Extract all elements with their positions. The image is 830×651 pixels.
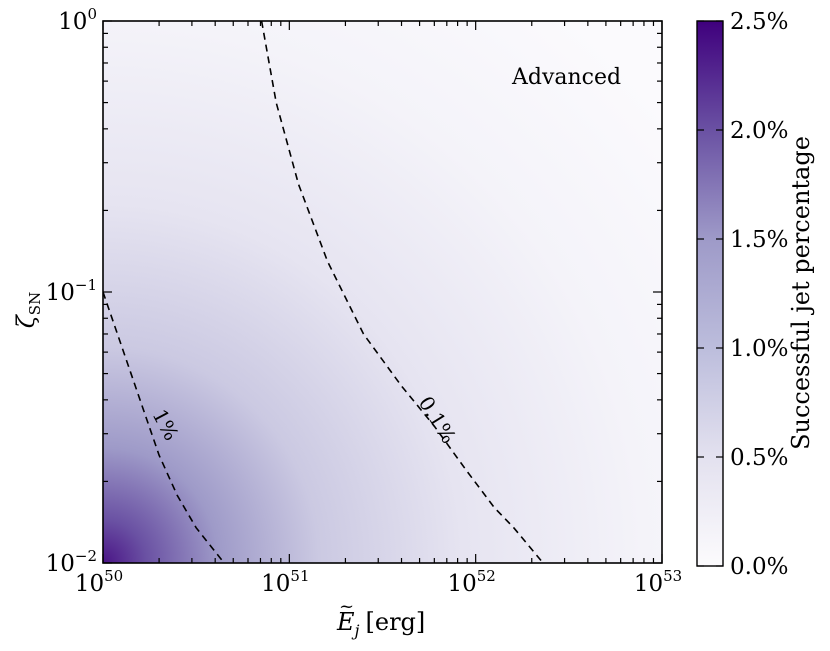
x-tick-label: 1051 — [261, 567, 309, 597]
colorbar-tick-label: 0.5% — [730, 445, 788, 471]
contour-line-0 — [103, 291, 225, 563]
x-tick-labels: 1050 1051 1052 1053 — [75, 567, 682, 597]
y-tick-labels: 10−2 10−1 100 — [46, 5, 97, 577]
x-axis-unit: [erg] — [366, 608, 426, 636]
y-tick-label: 10−1 — [46, 276, 97, 306]
contour-lines — [103, 21, 544, 563]
y-axis-subscript: SN — [26, 292, 44, 315]
x-axis-subscript: j — [352, 621, 360, 640]
colorbar-tick-label: 2.0% — [730, 118, 788, 144]
colorbar-tick-label: 2.5% — [730, 9, 788, 35]
y-tick-label: 10−2 — [46, 547, 97, 577]
svg-text:ζSN: ζSN — [12, 292, 44, 328]
svg-text:Ej[erg]: Ej [erg] — [336, 608, 425, 640]
x-tick-label: 1053 — [634, 567, 682, 597]
heatmap-field — [103, 21, 662, 563]
x-tick-label: 1052 — [447, 567, 495, 597]
axis-ticks — [102, 20, 663, 564]
y-tick-label: 100 — [58, 5, 97, 35]
y-axis-label: ζSN — [12, 292, 44, 328]
colorbar-tick-label: 0.0% — [730, 554, 788, 580]
y-axis-symbol: ζ — [12, 313, 40, 328]
colorbar-label: Successful jet percentage — [787, 136, 815, 450]
colorbar — [696, 20, 724, 567]
colorbar-tick-label: 1.0% — [730, 336, 788, 362]
x-tick-label: 1050 — [75, 567, 123, 597]
contour-line-1 — [260, 21, 544, 563]
panel-annotation: Advanced — [511, 65, 621, 90]
colorbar-ticks: 0.0% 0.5% 1.0% 1.5% 2.0% 2.5% — [697, 9, 788, 580]
x-axis-label: Ej [erg] ~ — [336, 596, 425, 640]
x-axis-tilde: ~ — [339, 596, 354, 617]
x-axis-symbol: E — [336, 608, 355, 636]
colorbar-tick-label: 1.5% — [730, 227, 788, 253]
